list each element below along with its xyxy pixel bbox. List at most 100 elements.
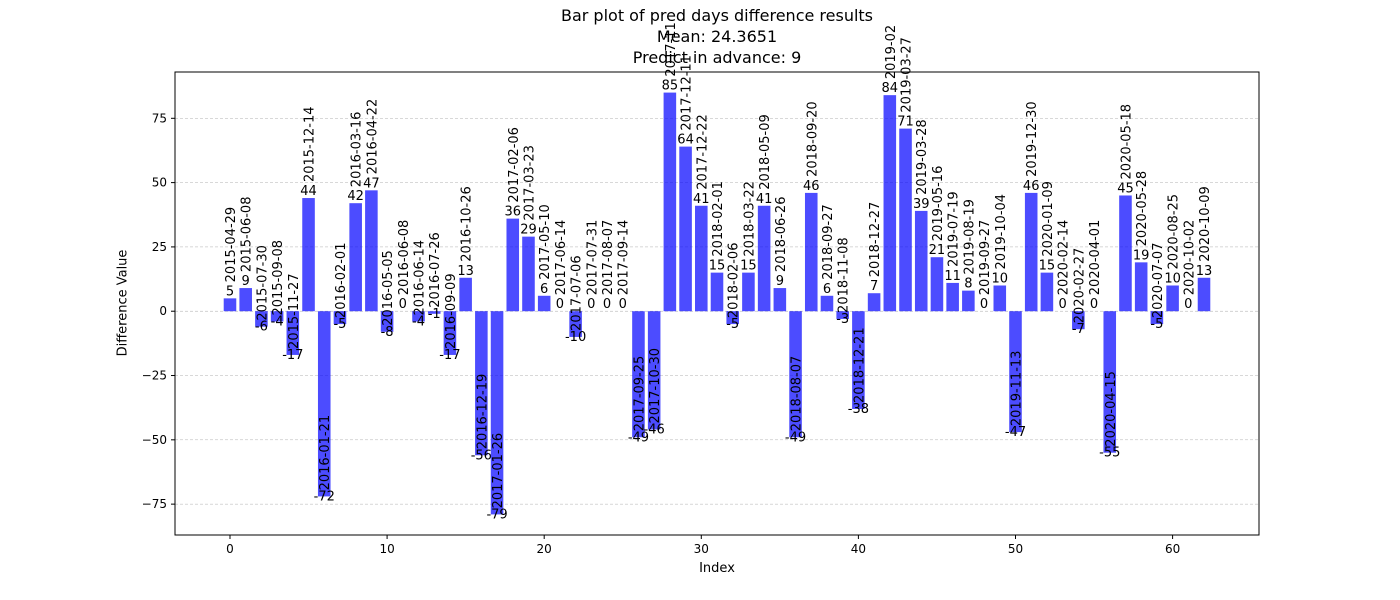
x-axis-label: Index xyxy=(699,561,735,576)
bar-value-label: 0 xyxy=(980,297,988,312)
bar-date-label: 2019-08-19 xyxy=(962,199,977,275)
bar-date-label: 2018-03-22 xyxy=(742,181,757,257)
bar-value-label: 7 xyxy=(870,279,878,294)
bar-value-label: -4 xyxy=(412,315,425,330)
bar-value-label: 71 xyxy=(897,115,914,130)
bar xyxy=(255,311,268,327)
bar-value-label: 46 xyxy=(803,179,820,194)
bar xyxy=(506,218,520,312)
bar-value-label: -72 xyxy=(314,489,335,504)
bar-date-label: 2018-11-08 xyxy=(837,237,852,313)
bar-value-label: -56 xyxy=(471,448,492,463)
bar xyxy=(270,311,284,322)
bar-value-label: 64 xyxy=(677,133,694,148)
bar xyxy=(852,311,865,409)
bar xyxy=(726,311,739,325)
bar xyxy=(836,311,849,319)
bar-date-label: 2016-03-16 xyxy=(350,112,365,188)
bar-date-label: 2017-10-30 xyxy=(648,348,663,424)
bar-value-label: 42 xyxy=(347,189,364,204)
bar-value-label: 84 xyxy=(882,81,899,96)
bar-value-label: -17 xyxy=(282,348,303,363)
bar-value-label: 46 xyxy=(1023,179,1040,194)
bar xyxy=(993,285,1007,312)
bar xyxy=(742,272,755,312)
y-tick-label: −75 xyxy=(142,497,167,511)
bar-value-label: -8 xyxy=(381,325,394,340)
bar-date-label: 2018-08-07 xyxy=(790,356,805,432)
bar xyxy=(647,311,661,430)
bar xyxy=(757,205,771,312)
bar xyxy=(1024,192,1038,312)
bar-date-label: 2018-09-27 xyxy=(821,204,836,280)
bar-date-label: 2015-06-08 xyxy=(240,197,255,273)
bar-value-label: 29 xyxy=(520,223,537,238)
bar xyxy=(695,205,708,312)
bar-date-label: 2017-05-10 xyxy=(538,204,553,280)
bar xyxy=(569,311,582,337)
bar-value-label: -1 xyxy=(428,307,441,322)
bar-date-label: 2015-12-14 xyxy=(303,106,318,182)
bar-value-label: 39 xyxy=(913,197,930,212)
bar-value-label: 8 xyxy=(964,277,972,292)
bar-date-label: 2019-09-27 xyxy=(978,220,993,296)
bar-date-label: 2017-06-14 xyxy=(554,220,569,296)
bar-date-label: 2017-01-26 xyxy=(491,433,506,509)
bar-value-label: 15 xyxy=(1039,259,1056,274)
bar-date-label: 2019-03-27 xyxy=(900,37,915,113)
bar-value-label: -5 xyxy=(333,317,346,332)
bar-value-label: 44 xyxy=(300,184,317,199)
bar xyxy=(946,282,959,312)
bar-date-label: 2017-09-14 xyxy=(617,220,632,296)
bar-value-label: -4 xyxy=(271,315,284,330)
bar-date-label: 2019-11-13 xyxy=(1009,351,1024,427)
y-tick-label: −50 xyxy=(142,433,167,447)
bar xyxy=(883,95,897,312)
bar-date-label: 2017-12-11 xyxy=(680,55,695,131)
bar-date-label: 2020-02-14 xyxy=(1057,220,1072,296)
chart-title-line-2: Mean: 24.3651 xyxy=(656,27,778,46)
x-tick-label: 40 xyxy=(851,542,866,556)
bar xyxy=(663,92,677,312)
bar xyxy=(1134,262,1148,312)
bar-date-label: 2018-12-27 xyxy=(868,202,883,278)
bar-date-label: 2015-09-08 xyxy=(271,240,286,316)
bar xyxy=(930,257,944,312)
bar-date-label: 2019-12-30 xyxy=(1025,101,1040,177)
bar xyxy=(710,272,724,312)
bar-value-label: -10 xyxy=(565,330,586,345)
bar-date-label: 2017-09-25 xyxy=(632,356,647,432)
bar-date-label: 2016-02-01 xyxy=(334,243,349,319)
bar xyxy=(1197,277,1211,312)
bar-value-label: 0 xyxy=(619,297,627,312)
bar-value-label: 0 xyxy=(399,297,407,312)
bar-date-label: 2017-07-06 xyxy=(570,255,585,331)
bar-date-label: 2015-04-29 xyxy=(224,207,239,283)
bar-value-label: -55 xyxy=(1099,446,1120,461)
bar xyxy=(239,288,252,312)
bar-value-label: -6 xyxy=(255,320,268,335)
chart-title-line-1: Bar plot of pred days difference results xyxy=(560,6,874,25)
bar xyxy=(349,203,362,312)
x-tick-label: 0 xyxy=(226,542,234,556)
bar xyxy=(899,128,912,312)
x-tick-label: 20 xyxy=(537,542,552,556)
bar-date-label: 2019-03-28 xyxy=(915,119,930,195)
bar-value-label: 6 xyxy=(540,282,548,297)
bar-date-label: 2016-06-14 xyxy=(413,240,428,316)
bar-date-label: 2019-02 xyxy=(884,25,899,79)
y-axis-label: Difference Value xyxy=(115,249,131,357)
bar xyxy=(365,190,378,312)
bar-value-label: 10 xyxy=(992,271,1009,286)
bar-date-label: 2016-10-26 xyxy=(460,186,475,262)
bar-value-label: 9 xyxy=(242,274,250,289)
bar-date-label: 2017-02-06 xyxy=(507,127,522,203)
bar xyxy=(789,311,802,438)
bar xyxy=(1119,195,1132,312)
bar-date-label: 2020-10-09 xyxy=(1198,186,1213,262)
bar-value-label: -38 xyxy=(848,402,869,417)
bar-value-label: 11 xyxy=(944,269,961,284)
bar-date-label: 2020-08-25 xyxy=(1167,194,1182,270)
y-tick-label: 25 xyxy=(152,240,167,254)
bar-value-label: 6 xyxy=(823,282,831,297)
